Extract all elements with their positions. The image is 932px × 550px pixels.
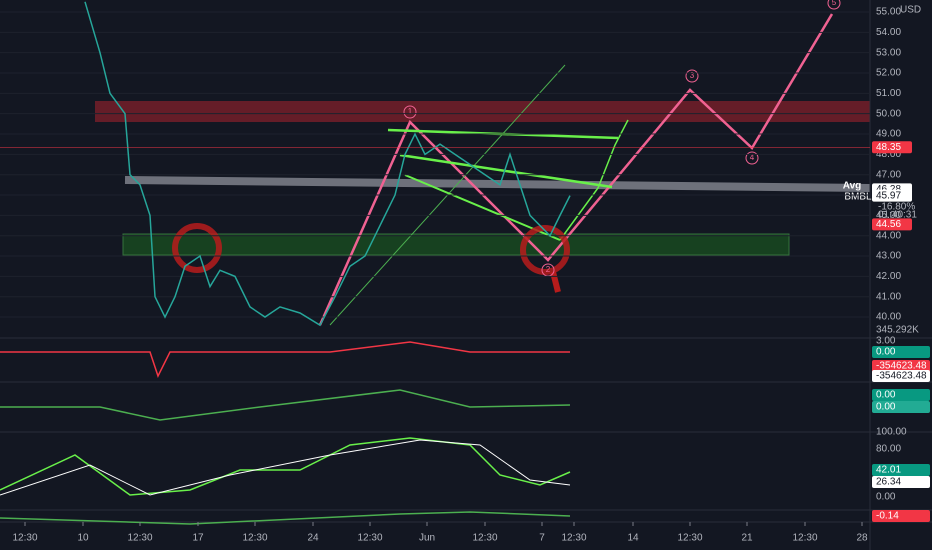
stoch-d (0, 439, 571, 496)
wave-circle (685, 69, 699, 83)
pane-tag (872, 370, 930, 382)
price-tag (872, 218, 912, 231)
wave-label: 4 (750, 153, 755, 162)
y-tick-label: 44.00 (876, 230, 901, 241)
y-tick-label: 47.00 (876, 169, 901, 180)
wave-label: 2 (546, 265, 551, 274)
pane-tag (872, 360, 930, 372)
change: -16.80% (878, 202, 915, 213)
y-tick-label: 45.00 (876, 210, 901, 221)
y-tick-label: 43.00 (876, 251, 901, 262)
pane-label: -354623.48 (876, 371, 927, 382)
volume-label: 345.292K (876, 325, 919, 336)
y-tick-label: 50.00 (876, 108, 901, 119)
price-tag-label: 48.35 (876, 142, 901, 153)
support-zone (122, 233, 790, 256)
x-tick-label: 28 (856, 533, 868, 544)
pane-tag (872, 464, 930, 476)
x-tick-label: 10 (77, 533, 89, 544)
price-tag (872, 189, 912, 202)
x-tick-label: 12:30 (12, 533, 37, 544)
wave-circle (745, 151, 759, 165)
pane-label: 0.00 (876, 492, 896, 503)
x-tick-label: 17 (192, 533, 204, 544)
marker-circle (520, 225, 570, 275)
x-tick-label: 7 (539, 533, 545, 544)
pane-tag (872, 510, 930, 522)
price-line (84, 1, 571, 327)
pane-tag (872, 476, 930, 488)
y-tick-label: 53.00 (876, 47, 901, 58)
resistance-zone (95, 101, 870, 122)
x-tick-label: 12:30 (561, 533, 586, 544)
pane-label: -354623.48 (876, 361, 927, 372)
avg-label: Avg (843, 181, 862, 192)
wave-label: 5 (832, 0, 837, 7)
marker-handle (550, 271, 561, 293)
wave-label: 3 (690, 71, 695, 80)
x-tick-label: 12:30 (127, 533, 152, 544)
pane-label: 0.00 (876, 347, 896, 358)
marker-circle (172, 223, 222, 273)
y-tick-label: 48.00 (876, 149, 901, 160)
pane-label: 0.00 (876, 402, 896, 413)
y-tick-label: 55.00 (876, 7, 901, 18)
pane-label: 26.34 (876, 477, 901, 488)
price-tag (872, 141, 912, 154)
symbol-label: BMBL (844, 192, 872, 203)
countdown: 01:40:31 (878, 210, 917, 221)
pane-label: 0.00 (876, 390, 896, 401)
projection (559, 119, 629, 241)
y-tick-label: 51.00 (876, 88, 901, 99)
price-tag-label: 46.28 (876, 184, 901, 195)
indicator-line (0, 341, 570, 378)
x-tick-label: 12:30 (472, 533, 497, 544)
y-tick-label: 49.00 (876, 129, 901, 140)
wave-circle (827, 0, 841, 10)
price-tag-label: 44.56 (876, 219, 901, 230)
wave-circle (403, 105, 417, 119)
pane-label: 80.00 (876, 444, 901, 455)
currency: USD (900, 5, 921, 16)
pane-label: 42.01 (876, 465, 901, 476)
stoch-k (0, 437, 571, 496)
indicator-line (0, 389, 571, 421)
y-tick-label: 52.00 (876, 68, 901, 79)
x-tick-label: 12:30 (792, 533, 817, 544)
y-tick-label: 42.00 (876, 271, 901, 282)
x-tick-label: Jun (419, 533, 435, 544)
x-tick-label: 24 (307, 533, 319, 544)
y-tick-label: 54.00 (876, 27, 901, 38)
channel-mid (399, 153, 613, 189)
x-tick-label: 12:30 (677, 533, 702, 544)
pane-tag (872, 389, 930, 401)
x-tick-label: 21 (741, 533, 753, 544)
x-tick-label: 12:30 (357, 533, 382, 544)
x-tick-label: 14 (627, 533, 639, 544)
x-tick-label: 12:30 (242, 533, 267, 544)
pane-label: 100.00 (876, 427, 907, 438)
price-tag-label: 45.97 (876, 190, 901, 201)
oscillator-line (0, 511, 571, 525)
y-tick-label: 41.00 (876, 291, 901, 302)
pane-label: 3.00 (876, 336, 896, 347)
y-tick-label: 40.00 (876, 312, 901, 323)
pane-tag (872, 401, 930, 413)
pane-tag (872, 346, 930, 358)
pane-label: -0.14 (876, 511, 899, 522)
wave-label: 1 (408, 107, 413, 116)
